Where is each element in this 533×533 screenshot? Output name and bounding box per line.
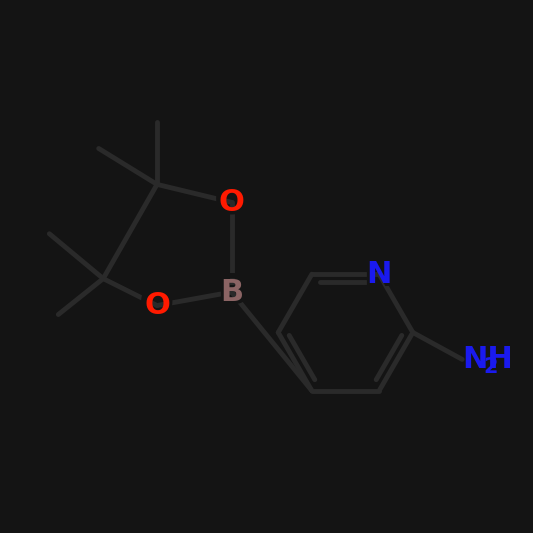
Text: NH: NH [462, 345, 513, 374]
Text: NH: NH [462, 338, 532, 381]
Text: 2: 2 [483, 357, 497, 377]
Text: N: N [362, 253, 397, 295]
Text: N: N [367, 260, 392, 289]
Text: B: B [220, 278, 243, 306]
Text: O: O [139, 285, 175, 327]
Text: O: O [214, 181, 249, 223]
Text: O: O [144, 291, 170, 320]
Text: B: B [216, 271, 247, 313]
Text: O: O [219, 188, 245, 217]
